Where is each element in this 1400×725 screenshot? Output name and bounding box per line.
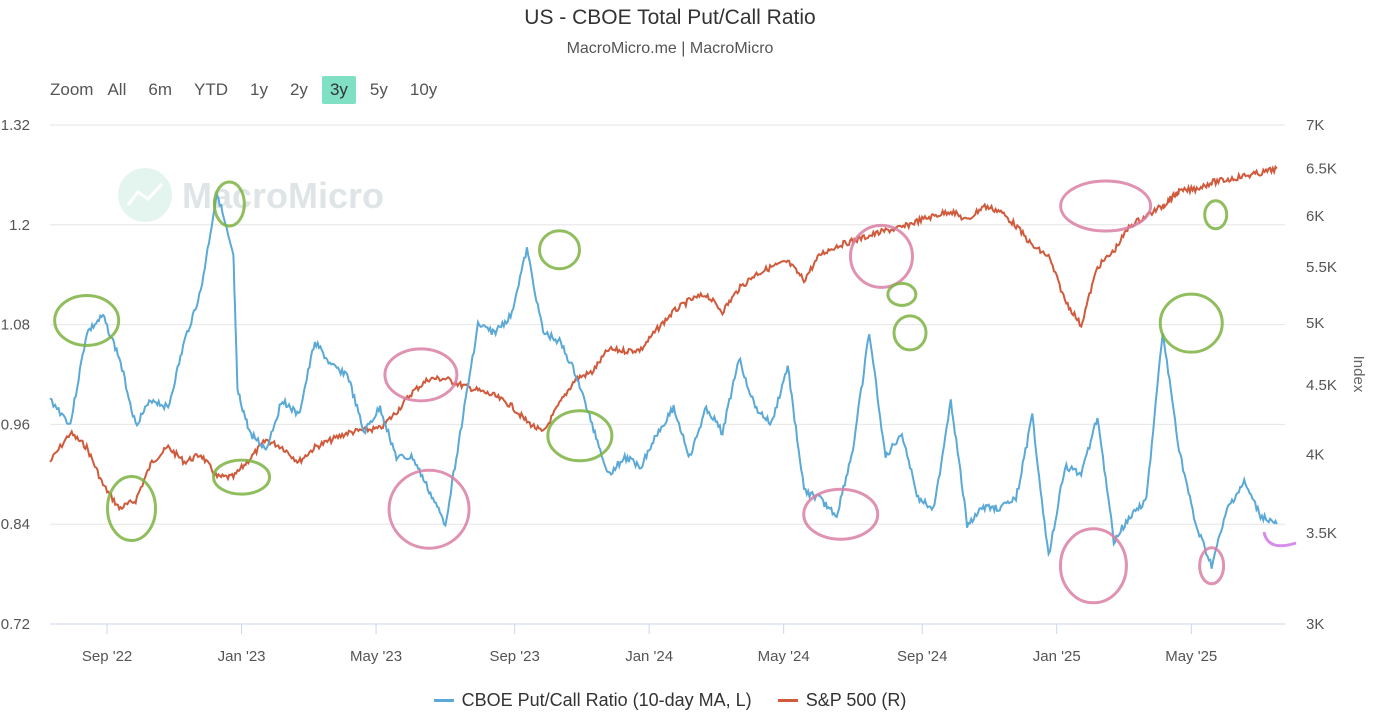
x-tick-label: Jan '23 (218, 648, 266, 665)
legend-label-put-call: CBOE Put/Call Ratio (10-day MA, L) (461, 690, 752, 710)
legend-swatch-spx (777, 699, 798, 702)
annotation-circle (1198, 546, 1226, 586)
range-button-10y[interactable]: 10y (409, 80, 438, 99)
x-axis: Sep '22 Jan '23 May '23 Sep '23 Jan '24 May '… (50, 623, 1285, 665)
left-tick-label: 0.72 (1, 616, 30, 633)
annotation-circle (387, 468, 471, 550)
series-layer (49, 164, 1278, 569)
annotation-circle (383, 347, 459, 403)
annotation-circle (1059, 179, 1153, 233)
range-selector: Zoom All 6m YTD 1y 2y 3y 5y 10y (50, 76, 451, 104)
x-tick-label: Sep '24 (897, 648, 947, 665)
right-tick-label: 6.5K (1306, 161, 1337, 178)
watermark: MacroMicro (118, 168, 384, 222)
right-tick-label: 5K (1306, 315, 1324, 332)
annotation-circle (537, 229, 581, 271)
annotation-circle (106, 475, 158, 543)
x-tick-label: May '24 (758, 648, 810, 665)
range-button-all[interactable]: All (107, 80, 127, 99)
x-tick-label: May '23 (350, 648, 402, 665)
x-tick-label: Sep '22 (82, 648, 132, 665)
right-axis-title: Index (1350, 356, 1367, 393)
annotation-circle (212, 180, 246, 228)
left-axis: 0.72 0.84 0.96 1.08 1.2 1.32 (1, 117, 30, 633)
right-tick-label: 4.5K (1306, 377, 1337, 394)
annotation-circle (802, 487, 880, 541)
right-tick-label: 3K (1306, 616, 1324, 633)
x-tick-label: May '25 (1165, 648, 1217, 665)
chart-plot: MacroMicro 0.72 0.84 0.96 1.08 1.2 1.32 3K 3.5… (1, 117, 1367, 665)
annotation-circle (1158, 292, 1224, 354)
left-tick-label: 0.84 (1, 516, 30, 533)
right-tick-label: 4K (1306, 447, 1324, 464)
annotation-circles (53, 179, 1297, 605)
range-button-3y[interactable]: 3y (321, 76, 356, 104)
watermark-logo-icon (118, 168, 172, 222)
legend-label-spx: S&P 500 (R) (805, 690, 907, 710)
annotation-circle (212, 458, 272, 496)
annotation-circle (886, 281, 918, 307)
right-tick-label: 5.5K (1306, 259, 1337, 276)
x-tick-label: Jan '24 (625, 648, 673, 665)
zoom-label: Zoom (50, 80, 94, 99)
annotation-circle (892, 314, 928, 352)
right-tick-label: 7K (1306, 117, 1324, 134)
x-tick-label: Sep '23 (489, 648, 539, 665)
annotation-mark (1262, 531, 1297, 548)
annotation-circle (546, 409, 614, 463)
series-put-call-line (49, 191, 1278, 569)
annotation-circle (1058, 527, 1128, 605)
left-tick-label: 0.96 (1, 416, 30, 433)
right-tick-label: 3.5K (1306, 525, 1337, 542)
annotation-circle (848, 223, 914, 289)
range-button-1y[interactable]: 1y (250, 80, 268, 99)
annotation-circle (53, 293, 121, 347)
range-button-5y[interactable]: 5y (369, 80, 388, 99)
right-tick-label: 6K (1306, 208, 1324, 225)
right-axis: 3K 3.5K 4K 4.5K 5K 5.5K 6K 6.5K 7K (1306, 117, 1337, 633)
left-tick-label: 1.2 (9, 217, 30, 234)
range-button-6m[interactable]: 6m (148, 80, 172, 99)
range-button-ytd[interactable]: YTD (194, 80, 228, 99)
range-button-2y[interactable]: 2y (289, 80, 308, 99)
watermark-chart-icon (126, 182, 164, 206)
legend-item-put-call[interactable]: CBOE Put/Call Ratio (10-day MA, L) (433, 690, 752, 711)
legend-item-spx[interactable]: S&P 500 (R) (777, 690, 907, 711)
series-spx-line (49, 164, 1278, 512)
watermark-text: MacroMicro (182, 175, 384, 216)
legend: CBOE Put/Call Ratio (10-day MA, L) S&P 5… (0, 690, 1340, 711)
chart-title: US - CBOE Total Put/Call Ratio (524, 6, 816, 29)
legend-swatch-put-call (433, 699, 454, 702)
annotation-circle (1203, 199, 1229, 231)
chart-subtitle: MacroMicro.me | MacroMicro (566, 40, 774, 57)
left-tick-label: 1.08 (1, 317, 30, 334)
x-tick-label: Jan '25 (1033, 648, 1081, 665)
left-tick-label: 1.32 (1, 117, 30, 134)
